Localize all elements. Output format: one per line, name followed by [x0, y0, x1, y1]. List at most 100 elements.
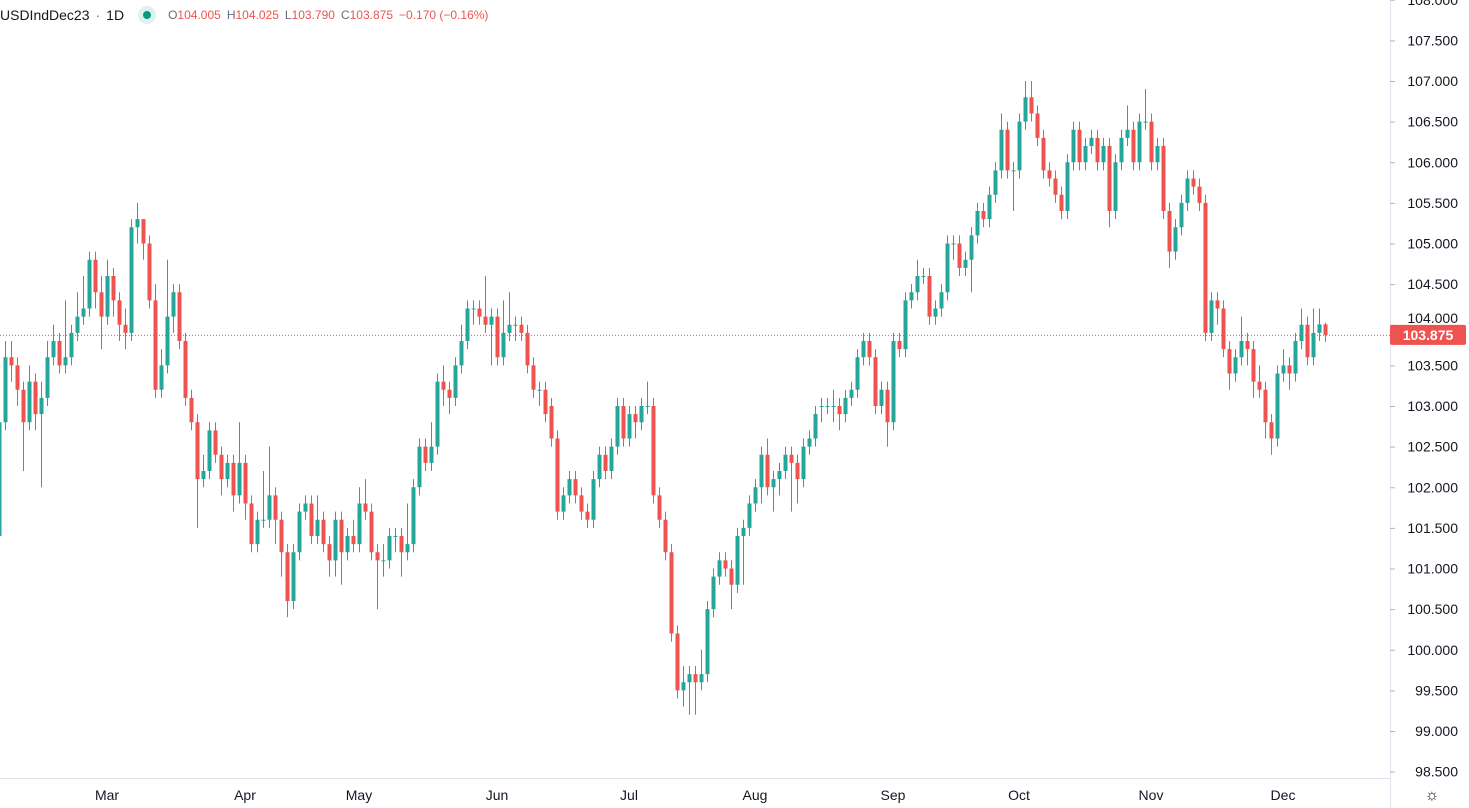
symbol-name[interactable]: USDIndDec23 — [0, 7, 90, 23]
candle-body — [489, 316, 494, 325]
high-value: 104.025 — [235, 8, 279, 22]
candle — [1269, 414, 1274, 455]
candle-body — [69, 332, 74, 358]
candle — [711, 568, 716, 618]
candle-body — [843, 397, 848, 415]
candle — [723, 552, 728, 577]
candle-body — [27, 381, 32, 423]
candle — [939, 284, 944, 317]
candle — [21, 381, 26, 471]
candle — [1047, 162, 1052, 187]
open-value: 104.005 — [177, 8, 221, 22]
candle-body — [753, 487, 758, 504]
candle-body — [1119, 137, 1124, 163]
candle-body — [975, 211, 980, 236]
candle-body — [1287, 365, 1292, 374]
candle — [597, 446, 602, 488]
candle — [1275, 365, 1280, 447]
candle — [933, 300, 938, 325]
candle-body — [39, 397, 44, 415]
candle — [213, 422, 218, 463]
candle — [351, 519, 356, 553]
candle — [1083, 137, 1088, 171]
market-status-icon — [138, 6, 157, 24]
gear-icon[interactable]: ☼ — [1424, 787, 1440, 804]
candle — [897, 332, 902, 358]
candle-body — [861, 341, 866, 358]
candle-body — [171, 292, 176, 317]
candle — [873, 349, 878, 415]
candle-body — [63, 357, 68, 366]
candle-body — [1137, 121, 1142, 163]
candle — [177, 284, 182, 350]
candle — [825, 397, 830, 415]
candle-body — [789, 454, 794, 463]
candle — [39, 381, 44, 488]
candle — [681, 666, 686, 707]
candle-body — [1263, 389, 1268, 423]
candle — [585, 503, 590, 528]
time-axis[interactable]: Mar Apr May Jun Jul Aug Sep Oct Nov Dec — [95, 787, 1296, 803]
candle — [657, 487, 662, 528]
candle-body — [729, 568, 734, 585]
candle-body — [705, 609, 710, 675]
candle — [1185, 170, 1190, 211]
candle-body — [399, 536, 404, 553]
candle — [69, 324, 74, 366]
candle — [981, 202, 986, 228]
candle-body — [255, 519, 260, 545]
candle-body — [249, 503, 254, 545]
candle — [375, 544, 380, 610]
candle — [807, 430, 812, 455]
candle-body — [1245, 341, 1250, 350]
candle — [291, 544, 296, 610]
candle-body — [897, 341, 902, 350]
candle-body — [597, 454, 602, 480]
candle — [1263, 381, 1268, 439]
candle — [345, 527, 350, 561]
candle-body — [1155, 146, 1160, 163]
candle-body — [543, 389, 548, 415]
candle-body — [633, 414, 638, 423]
candle-body — [459, 341, 464, 366]
chart-legend: USDIndDec23 · 1D O 104.005 H 104.025 L 103.… — [0, 6, 488, 24]
candle — [225, 454, 230, 488]
candle — [471, 300, 476, 325]
candle — [441, 365, 446, 406]
candle-body — [225, 462, 230, 480]
candle — [75, 292, 80, 341]
candle — [489, 308, 494, 366]
candle-body — [591, 479, 596, 520]
candle — [1323, 322, 1328, 342]
candle-body — [423, 446, 428, 463]
candle — [453, 357, 458, 406]
candle — [189, 389, 194, 431]
candle — [1101, 137, 1106, 171]
candle — [1155, 137, 1160, 171]
candle — [987, 186, 992, 228]
candle-body — [189, 397, 194, 423]
candle-body — [99, 292, 104, 317]
candle — [843, 389, 848, 423]
price-tick-label: 99.500 — [1415, 682, 1458, 698]
candle — [267, 446, 272, 528]
price-axis[interactable]: 98.500 99.000 99.500 100.000 100.500 101.000 1… — [1390, 0, 1458, 780]
candle — [891, 332, 896, 431]
candle-body — [363, 503, 368, 512]
candle-body — [339, 519, 344, 553]
candle — [855, 349, 860, 398]
candle-body — [417, 446, 422, 488]
candle-body — [159, 365, 164, 390]
candle — [15, 357, 20, 406]
interval-label[interactable]: 1D — [106, 7, 125, 23]
close-value: 103.875 — [349, 8, 394, 22]
candle-body — [177, 292, 182, 341]
candle-body — [405, 544, 410, 553]
price-tick-label: 103.000 — [1407, 398, 1458, 414]
last-price-label: 103.875 — [1390, 324, 1466, 345]
candle-body — [663, 519, 668, 553]
candle — [1287, 357, 1292, 390]
candle-body — [141, 219, 146, 244]
candle — [1041, 129, 1046, 179]
